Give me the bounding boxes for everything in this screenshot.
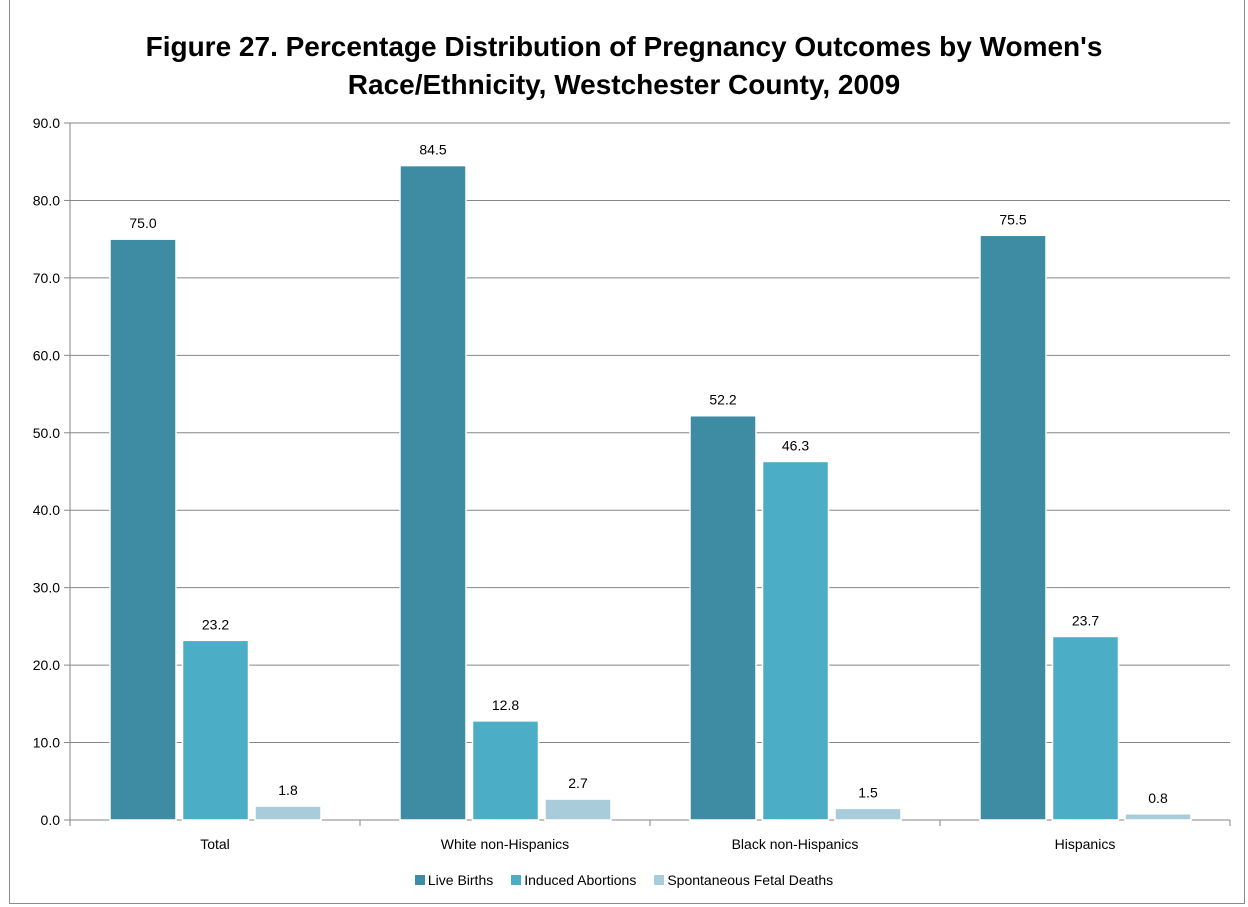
- bar-induced-abortions: [181, 639, 250, 821]
- data-label: 75.5: [999, 211, 1026, 227]
- y-tick-label: 0.0: [41, 812, 61, 828]
- legend-swatch: [414, 875, 425, 885]
- data-label: 75.0: [129, 215, 156, 231]
- data-label: 0.8: [1148, 790, 1168, 806]
- data-label: 23.7: [1072, 612, 1099, 628]
- y-tick-label: 90.0: [33, 115, 60, 131]
- bar-live-births: [399, 164, 467, 821]
- legend-item: Live Births: [414, 872, 494, 888]
- data-label: 46.3: [782, 437, 809, 453]
- y-tick-label: 40.0: [33, 502, 60, 518]
- data-label: 52.2: [709, 392, 736, 408]
- data-label: 12.8: [492, 697, 519, 713]
- bar-induced-abortions: [761, 460, 830, 821]
- legend-swatch: [654, 875, 665, 885]
- legend-item: Induced Abortions: [511, 872, 636, 888]
- legend-item: Spontaneous Fetal Deaths: [654, 872, 833, 888]
- y-tick-label: 70.0: [33, 270, 60, 286]
- legend-label: Live Births: [427, 872, 494, 888]
- y-tick-label: 60.0: [33, 347, 60, 363]
- bar-live-births: [109, 238, 177, 821]
- bar-spontaneous-fetal-deaths: [544, 798, 612, 821]
- chart-frame: [9, 0, 1245, 904]
- data-label: 2.7: [568, 775, 588, 791]
- x-tick-label: Hispanics: [1055, 836, 1116, 852]
- data-label: 1.8: [278, 782, 298, 798]
- legend-swatch: [511, 875, 522, 885]
- bar-induced-abortions: [471, 720, 540, 821]
- bar-induced-abortions: [1051, 635, 1120, 821]
- bar-spontaneous-fetal-deaths: [1124, 813, 1192, 821]
- bar-live-births: [689, 414, 757, 821]
- x-tick-label: White non-Hispanics: [441, 836, 569, 852]
- data-label: 23.2: [202, 616, 229, 632]
- y-tick-label: 30.0: [33, 580, 60, 596]
- x-tick-label: Black non-Hispanics: [732, 836, 859, 852]
- chart-title: Figure 27. Percentage Distribution of Pr…: [0, 28, 1248, 104]
- y-tick-label: 50.0: [33, 425, 60, 441]
- y-tick-label: 80.0: [33, 192, 60, 208]
- data-label: 1.5: [858, 784, 878, 800]
- bar-live-births: [979, 234, 1047, 821]
- chart-legend: Live Births Induced Abortions Spontaneous …: [0, 872, 1248, 888]
- chart-title-line-2: Race/Ethnicity, Westchester County, 2009: [347, 69, 901, 100]
- data-label: 84.5: [419, 142, 446, 158]
- x-tick-label: Total: [200, 836, 230, 852]
- chart-title-line-1: Figure 27. Percentage Distribution of Pr…: [145, 31, 1103, 62]
- legend-label: Spontaneous Fetal Deaths: [667, 872, 834, 888]
- bar-spontaneous-fetal-deaths: [254, 805, 322, 821]
- legend-label: Induced Abortions: [524, 872, 637, 888]
- bar-spontaneous-fetal-deaths: [834, 807, 902, 821]
- y-tick-label: 20.0: [33, 657, 60, 673]
- y-tick-label: 10.0: [33, 735, 60, 751]
